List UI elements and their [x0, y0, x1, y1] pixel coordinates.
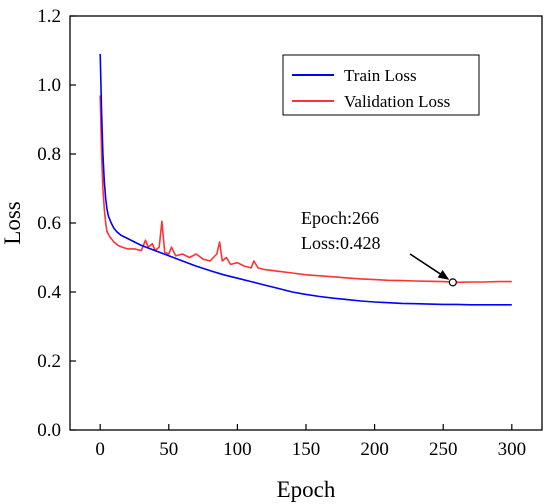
x-tick-label: 300	[498, 439, 527, 460]
legend-box	[282, 54, 480, 116]
annotation-epoch: Epoch:266	[301, 208, 379, 228]
annotation-arrow	[409, 253, 441, 275]
annotation-marker	[448, 278, 457, 287]
x-axis-title: Epoch	[277, 477, 336, 502]
legend-label-validation-loss: Validation Loss	[344, 92, 450, 111]
x-tick-label: 250	[429, 439, 458, 460]
y-tick-label: 0.6	[37, 213, 61, 234]
y-axis-ticks: 0.0 0.2 0.4 0.6 0.8 1.0 1.2	[37, 6, 76, 441]
x-tick-label: 100	[223, 439, 252, 460]
x-axis-ticks: 0 50 100 150 200 250 300	[95, 424, 526, 460]
series-line-train-loss	[99, 53, 512, 306]
y-tick-label: 1.2	[37, 6, 61, 27]
y-tick-label: 0.0	[37, 420, 61, 441]
legend: Train Loss Validation Loss	[282, 54, 480, 116]
annotation-loss: Loss:0.428	[301, 233, 381, 253]
annotation: Epoch:266 Loss:0.428	[301, 208, 457, 287]
x-tick-label: 50	[159, 439, 178, 460]
legend-label-train-loss: Train Loss	[344, 66, 417, 85]
series-layer	[99, 53, 512, 306]
y-tick-label: 0.4	[37, 282, 61, 303]
x-tick-label: 150	[292, 439, 321, 460]
annotation-arrowhead	[437, 270, 450, 280]
series-line-validation-loss	[99, 95, 512, 284]
y-tick-label: 0.2	[37, 351, 61, 372]
x-tick-label: 200	[360, 439, 389, 460]
x-tick-label: 0	[95, 439, 105, 460]
y-tick-label: 0.8	[37, 144, 61, 165]
y-axis-title: Loss	[0, 201, 25, 245]
y-tick-label: 1.0	[37, 75, 61, 96]
